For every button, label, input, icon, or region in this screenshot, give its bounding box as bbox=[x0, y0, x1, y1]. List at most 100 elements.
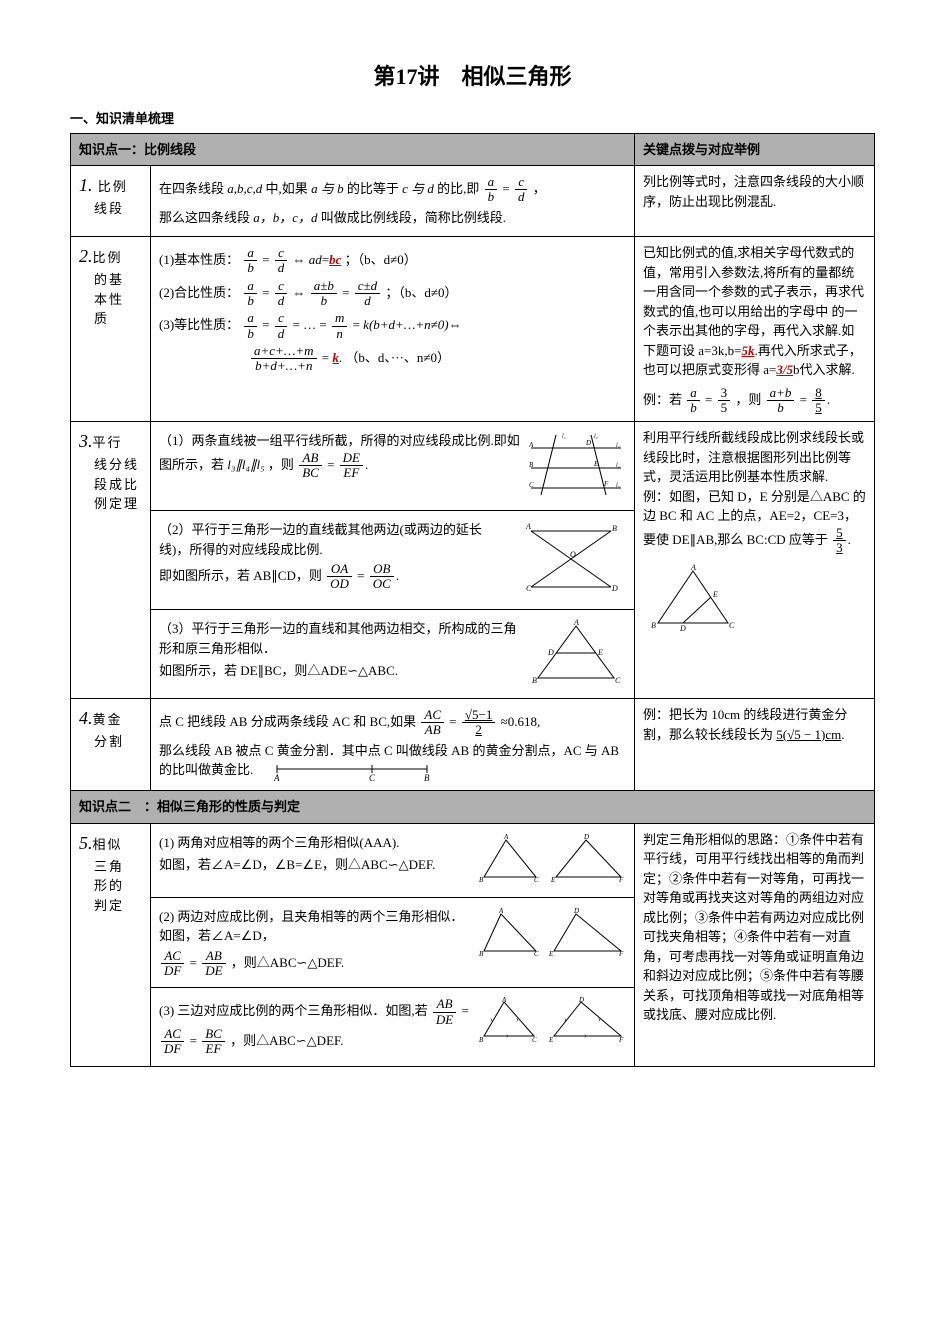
svg-text:›: › bbox=[564, 1015, 567, 1024]
row3-body2: A B O C D （2）平行于三角形一边的直线截其他两边(或两边的延长 线)，… bbox=[151, 511, 635, 610]
svg-text:A: A bbox=[503, 833, 509, 841]
txt: ，则△ABC∽△DEF. bbox=[231, 955, 344, 970]
svg-text:E: E bbox=[548, 1036, 554, 1044]
svg-text:E: E bbox=[597, 648, 603, 657]
answer-k: k bbox=[332, 350, 339, 365]
svg-text:C: C bbox=[534, 876, 539, 884]
svg-text:l₄: l₄ bbox=[616, 463, 620, 469]
svg-text:›: › bbox=[506, 1031, 509, 1040]
svg-text:B: B bbox=[612, 524, 617, 533]
svg-text:B: B bbox=[424, 773, 430, 781]
svg-text:B: B bbox=[532, 676, 537, 685]
header-left: 知识点一：比例线段 bbox=[71, 133, 635, 166]
svg-text:O: O bbox=[570, 550, 576, 559]
answer-bc: bc bbox=[329, 252, 341, 267]
txt: (1)基本性质： bbox=[159, 252, 239, 267]
row2-label: 2.比例 的基 本性 质 bbox=[71, 237, 151, 422]
svg-text:C: C bbox=[526, 584, 532, 593]
txt: （b、d、···、n≠0） bbox=[345, 350, 450, 365]
row5-num: 5. bbox=[79, 833, 93, 853]
two-triangles-3: A B C D E F › › › › › › bbox=[476, 996, 626, 1046]
row1-label: 1. 比例 线段 bbox=[71, 166, 151, 237]
two-triangles-1: A B C D E F bbox=[476, 832, 626, 887]
row2-num: 2. bbox=[79, 246, 93, 266]
txt: 点 C 把线段 AB 分成两条线段 AC 和 BC,如果 bbox=[159, 714, 416, 729]
svg-text:›: › bbox=[516, 1015, 519, 1024]
row2-tip: 已知比例式的值,求相关字母代数式的值，常用引入参数法,将所有的量都统一用含同一个… bbox=[635, 237, 875, 422]
svg-text:C: C bbox=[534, 950, 539, 958]
vars: a,b,c,d bbox=[227, 181, 262, 196]
row4-label: 4.黄金 分割 bbox=[71, 699, 151, 791]
row5-body3: A B C D E F › › › › › › (3) 三边对应成比例的两个三角… bbox=[151, 988, 635, 1066]
txt: (2)合比性质： bbox=[159, 284, 239, 299]
svg-text:A: A bbox=[498, 907, 504, 915]
txt: 例：若 bbox=[643, 391, 682, 406]
row2-body: (1)基本性质： ab = cd ⇔ ad=bc ；（b、d≠0） (2)合比性… bbox=[151, 237, 635, 422]
txt: ；（b、d≠0） bbox=[345, 252, 417, 267]
txt: b代入求解. bbox=[793, 362, 855, 377]
ans-35: 3/5 bbox=[776, 362, 793, 377]
txt: ，则△ABC∽△DEF. bbox=[230, 1033, 343, 1048]
parallel-lines-diagram: A B C D E F l₁ l₂ l₃ l₄ l₅ bbox=[526, 430, 626, 500]
txt: 即如图所示，若 AB∥CD，则 bbox=[159, 568, 322, 583]
svg-text:F: F bbox=[603, 480, 609, 488]
txt: 利用平行线所截线段成比例求线段长或线段比时，注意根据图形列出比例等式，灵活运用比… bbox=[643, 428, 866, 487]
svg-text:l₂: l₂ bbox=[594, 434, 598, 440]
tip-triangle-diagram: A E B D C bbox=[643, 563, 866, 633]
svg-text:C: C bbox=[529, 481, 534, 489]
svg-text:›: › bbox=[490, 1015, 493, 1024]
row4-body: 点 C 把线段 AB 分成两条线段 AC 和 BC,如果 ACAB = √5−1… bbox=[151, 699, 635, 791]
txt: 的比等于 bbox=[347, 181, 399, 196]
svg-text:A: A bbox=[501, 996, 507, 1004]
svg-text:D: D bbox=[585, 439, 591, 447]
svg-text:A: A bbox=[573, 618, 579, 627]
two-triangles-2: A B C D E F bbox=[476, 906, 626, 961]
row3-tip: 利用平行线所截线段成比例求线段长或线段比时，注意根据图形列出比例等式，灵活运用比… bbox=[635, 422, 875, 699]
txt: ，则 bbox=[268, 456, 294, 471]
svg-text:E: E bbox=[550, 876, 556, 884]
header-right: 关键点拨与对应举例 bbox=[635, 133, 875, 166]
svg-text:A: A bbox=[525, 522, 531, 531]
svg-text:D: D bbox=[547, 648, 554, 657]
ab: a 与 b bbox=[311, 181, 344, 196]
svg-text:A: A bbox=[528, 441, 534, 449]
svg-text:C: C bbox=[369, 773, 376, 781]
row1-body: 在四条线段 a,b,c,d 中,如果 a 与 b 的比等于 c 与 d 的比,即… bbox=[151, 166, 635, 237]
cond: (b+d+…+n≠0) bbox=[369, 317, 449, 332]
svg-text:F: F bbox=[618, 876, 624, 884]
segment-diagram: A C B bbox=[267, 761, 437, 781]
txt: (3)等比性质： bbox=[159, 317, 239, 332]
row3-body1: A B C D E F l₁ l₂ l₃ l₄ l₅ （1）两条直线被一组平行线… bbox=[151, 422, 635, 511]
svg-text:E: E bbox=[593, 460, 599, 468]
svg-text:B: B bbox=[529, 461, 534, 469]
svg-text:A: A bbox=[690, 563, 696, 572]
row5-body2: A B C D E F (2) 两边对应成比例，且夹角相等的两个三角形相似． 如… bbox=[151, 897, 635, 988]
svg-text:›: › bbox=[598, 1015, 601, 1024]
svg-text:D: D bbox=[578, 996, 584, 1004]
txt: 在四条线段 bbox=[159, 181, 224, 196]
svg-text:l₁: l₁ bbox=[562, 434, 566, 440]
svg-text:›: › bbox=[584, 1031, 587, 1040]
txt: 叫做成比例线段，简称比例线段. bbox=[321, 210, 506, 225]
svg-text:F: F bbox=[618, 1036, 624, 1044]
svg-text:F: F bbox=[618, 950, 624, 958]
knowledge-table: 知识点一：比例线段 关键点拨与对应举例 1. 比例 线段 在四条线段 a,b,c… bbox=[70, 133, 875, 1067]
txt: ，则 bbox=[735, 391, 761, 406]
row1-num: 1. bbox=[79, 175, 93, 195]
row4-tip: 例：把长为 10cm 的线段进行黄金分割，那么较长线段长为 5(√5 − 1)c… bbox=[635, 699, 875, 791]
txt: ；（b、d≠0） bbox=[385, 284, 457, 299]
frac: cd bbox=[515, 175, 528, 205]
svg-text:D: D bbox=[679, 624, 686, 633]
page-title: 第17讲 相似三角形 bbox=[70, 60, 875, 93]
golden-answer: 5(√5 − 1)cm bbox=[776, 727, 841, 742]
txt: 中,如果 bbox=[266, 181, 308, 196]
svg-text:l₃: l₃ bbox=[616, 443, 620, 449]
txt: 的比,即 bbox=[437, 181, 479, 196]
svg-text:l₅: l₅ bbox=[616, 483, 620, 489]
svg-text:E: E bbox=[548, 950, 554, 958]
svg-text:B: B bbox=[651, 621, 656, 630]
row5-body1: A B C D E F (1) 两角对应相等的两个三角形相似(AAA). 如图，… bbox=[151, 823, 635, 897]
txt: 那么这四条线段 bbox=[159, 210, 250, 225]
txt: ≈0.618, bbox=[501, 714, 541, 729]
svg-text:C: C bbox=[532, 1036, 537, 1044]
